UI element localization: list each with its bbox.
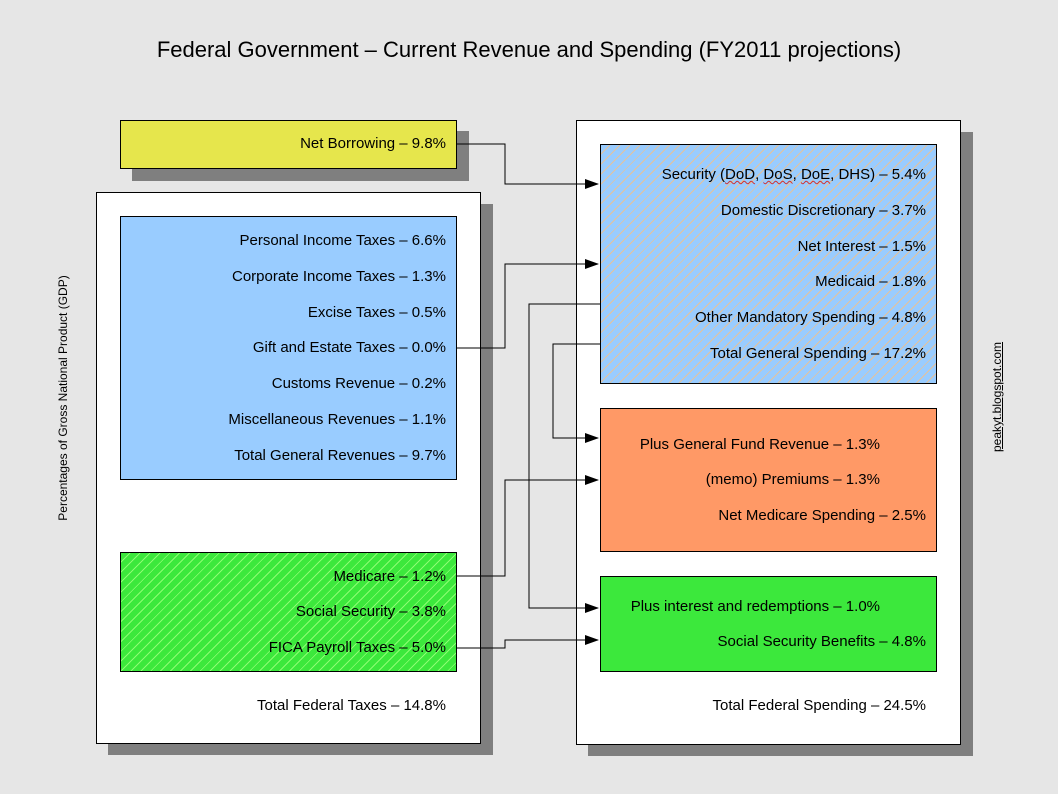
medicare-item: Plus General Fund Revenue – 1.3% xyxy=(639,436,880,453)
net-borrowing-label: Net Borrowing – 9.8% xyxy=(300,135,446,152)
general-revenues-box: Personal Income Taxes – 6.6% Corporate I… xyxy=(120,216,457,480)
net-medicare-spending: Net Medicare Spending – 2.5% xyxy=(718,507,926,524)
payroll-item: Social Security – 3.8% xyxy=(295,603,446,620)
total-general-revenues: Total General Revenues – 9.7% xyxy=(234,447,446,464)
arrow-general-revenue-to-general-spending xyxy=(457,259,599,349)
total-federal-taxes: Total Federal Taxes – 14.8% xyxy=(256,697,446,714)
social-security-benefits: Social Security Benefits – 4.8% xyxy=(717,633,926,650)
fica-payroll-taxes: FICA Payroll Taxes – 5.0% xyxy=(268,639,446,656)
chart-title: Federal Government – Current Revenue and… xyxy=(156,37,902,62)
security-spending: Security (DoD, DoS, DoE, DHS) – 5.4% xyxy=(661,166,926,183)
revenue-item: Personal Income Taxes – 6.6% xyxy=(239,232,446,249)
total-federal-spending: Total Federal Spending – 24.5% xyxy=(712,697,926,714)
arrow-fica-to-social-security xyxy=(457,635,599,649)
revenue-item: Excise Taxes – 0.5% xyxy=(307,304,446,321)
payroll-taxes-box: Medicare – 1.2% Social Security – 3.8% F… xyxy=(120,552,457,672)
revenue-item: Miscellaneous Revenues – 1.1% xyxy=(228,411,446,428)
revenue-item: Customs Revenue – 0.2% xyxy=(271,375,446,392)
spending-item: Medicaid – 1.8% xyxy=(815,273,926,290)
arrow-general-spending-to-medicare xyxy=(552,343,600,443)
spending-item: Other Mandatory Spending – 4.8% xyxy=(695,309,926,326)
medicare-spending-box: Plus General Fund Revenue – 1.3% (memo) … xyxy=(600,408,937,552)
revenue-item: Gift and Estate Taxes – 0.0% xyxy=(252,339,446,356)
arrow-general-spending-to-social-security xyxy=(528,303,600,613)
revenue-item: Corporate Income Taxes – 1.3% xyxy=(231,268,446,285)
medicare-item: (memo) Premiums – 1.3% xyxy=(705,471,880,488)
social-security-box: Plus interest and redemptions – 1.0% Soc… xyxy=(600,576,937,672)
total-general-spending: Total General Spending – 17.2% xyxy=(710,345,926,362)
spending-item: Net Interest – 1.5% xyxy=(797,238,926,255)
spending-item: Domestic Discretionary – 3.7% xyxy=(720,202,926,219)
social-security-item: Plus interest and redemptions – 1.0% xyxy=(630,598,880,615)
net-borrowing-box: Net Borrowing – 9.8% xyxy=(120,120,457,169)
arrow-medicare-tax-to-medicare xyxy=(457,475,599,577)
arrow-borrowing-to-general-spending xyxy=(457,143,599,189)
payroll-item: Medicare – 1.2% xyxy=(333,568,446,585)
general-spending-box: Security (DoD, DoS, DoE, DHS) – 5.4% Dom… xyxy=(600,144,937,384)
